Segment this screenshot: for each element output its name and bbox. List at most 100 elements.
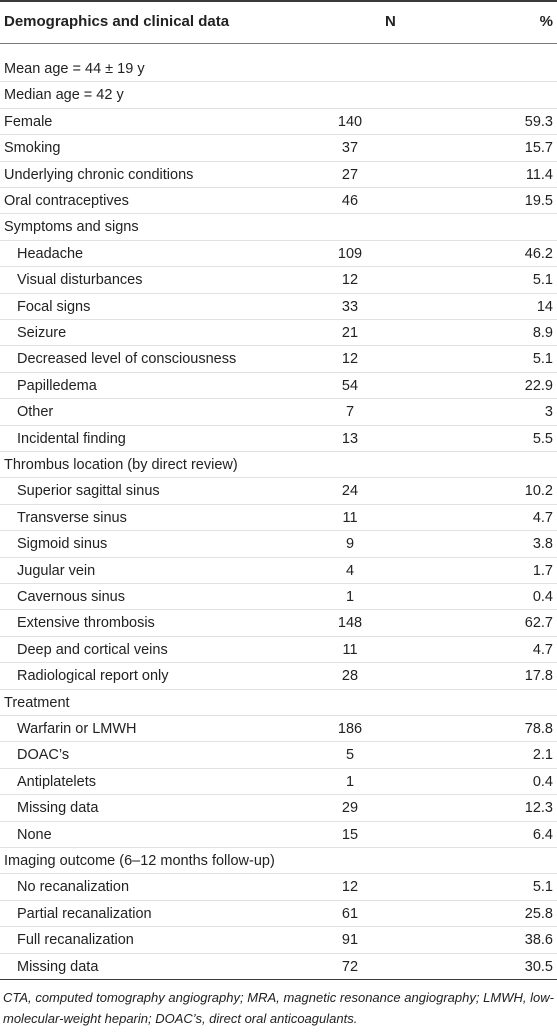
row-n: 1 bbox=[345, 589, 355, 605]
row-label: Mean age = 44 ± 19 y bbox=[4, 61, 145, 77]
row-n: 72 bbox=[341, 958, 359, 975]
row-label: Focal signs bbox=[17, 298, 91, 315]
row-percent: 14 bbox=[536, 298, 553, 315]
row-label: Thrombus location (by direct review) bbox=[4, 457, 238, 473]
row-n: 11 bbox=[342, 641, 358, 658]
row-percent: 11.4 bbox=[525, 166, 553, 183]
header-n: N bbox=[385, 13, 396, 30]
row-n: 4 bbox=[345, 562, 355, 579]
row-n: 29 bbox=[341, 800, 359, 817]
row-n: 11 bbox=[342, 509, 358, 526]
row-label: Visual disturbances bbox=[17, 272, 143, 289]
row-label: Antiplatelets bbox=[17, 773, 96, 790]
row-n: 1 bbox=[345, 773, 355, 790]
row-n: 13 bbox=[341, 430, 359, 447]
table-row: Incidental finding 13 5.5 bbox=[0, 426, 557, 452]
row-label: Superior sagittal sinus bbox=[17, 483, 160, 500]
row-label: Sigmoid sinus bbox=[17, 536, 108, 553]
row-label: Decreased level of consciousness bbox=[17, 351, 237, 368]
row-n: 54 bbox=[341, 377, 359, 394]
row-percent: 46.2 bbox=[524, 245, 553, 262]
row-n: 24 bbox=[341, 483, 359, 500]
row-n: 140 bbox=[337, 113, 363, 130]
row-label: Treatment bbox=[4, 694, 70, 711]
table-row: Headache 109 46.2 bbox=[0, 241, 557, 268]
row-label: No recanalization bbox=[17, 879, 130, 896]
row-percent: 30.5 bbox=[524, 958, 553, 975]
row-n: 15 bbox=[341, 826, 359, 843]
row-label: Smoking bbox=[4, 140, 61, 157]
row-percent: 78.8 bbox=[524, 721, 553, 737]
row-label: Seizure bbox=[17, 325, 67, 341]
row-percent: 12.3 bbox=[524, 800, 553, 817]
row-percent: 4.7 bbox=[532, 641, 553, 658]
header-percent: % bbox=[539, 13, 553, 30]
table-row-section: Treatment bbox=[0, 690, 557, 716]
row-label: Headache bbox=[17, 245, 84, 262]
table-row-section: Smoking 37 15.7 bbox=[0, 135, 557, 162]
table-row: Transverse sinus 11 4.7 bbox=[0, 505, 557, 532]
row-n: 7 bbox=[345, 404, 355, 421]
table-row: Full recanalization 91 38.6 bbox=[0, 927, 557, 954]
row-percent: 5.1 bbox=[532, 351, 553, 368]
row-n: 109 bbox=[337, 245, 363, 262]
table-row-section: Mean age = 44 ± 19 y bbox=[0, 56, 557, 83]
table-row: Decreased level of consciousness 12 5.1 bbox=[0, 346, 557, 373]
table-row: Focal signs 33 14 bbox=[0, 294, 557, 320]
row-label: Warfarin or LMWH bbox=[17, 721, 137, 737]
table-row: Other 7 3 bbox=[0, 399, 557, 426]
table-row-section: Underlying chronic conditions 27 11.4 bbox=[0, 162, 557, 188]
table-row: None 15 6.4 bbox=[0, 822, 557, 848]
row-n: 46 bbox=[341, 193, 359, 209]
row-n: 9 bbox=[345, 536, 355, 553]
row-percent: 5.1 bbox=[532, 879, 553, 896]
row-percent: 62.7 bbox=[524, 615, 553, 632]
row-n: 21 bbox=[341, 325, 359, 341]
row-label: Jugular vein bbox=[17, 562, 96, 579]
row-label: Cavernous sinus bbox=[17, 589, 125, 605]
table-row: Superior sagittal sinus 24 10.2 bbox=[0, 478, 557, 505]
row-label: DOAC’s bbox=[17, 747, 70, 764]
table-row: Missing data 72 30.5 bbox=[0, 954, 557, 980]
table-row-section: Symptoms and signs bbox=[0, 214, 557, 241]
row-n: 148 bbox=[337, 615, 363, 632]
bottom-rule bbox=[0, 979, 557, 980]
row-percent: 15.7 bbox=[524, 140, 553, 157]
row-n: 12 bbox=[341, 272, 359, 289]
row-n: 61 bbox=[341, 905, 359, 922]
table-row-section: Oral contraceptives 46 19.5 bbox=[0, 188, 557, 215]
row-label: Radiological report only bbox=[17, 668, 169, 685]
row-percent: 3.8 bbox=[532, 536, 553, 553]
table-row: Seizure 21 8.9 bbox=[0, 320, 557, 347]
table-row: Antiplatelets 1 0.4 bbox=[0, 769, 557, 796]
row-percent: 4.7 bbox=[532, 509, 553, 526]
table-row: Deep and cortical veins 11 4.7 bbox=[0, 637, 557, 664]
table-row: Warfarin or LMWH 186 78.8 bbox=[0, 716, 557, 743]
row-label: Other bbox=[17, 404, 54, 421]
row-label: Incidental finding bbox=[17, 430, 126, 447]
row-n: 28 bbox=[341, 668, 359, 685]
table-row-section: Female 140 59.3 bbox=[0, 109, 557, 136]
row-label: Deep and cortical veins bbox=[17, 641, 168, 658]
row-percent: 17.8 bbox=[524, 668, 553, 685]
row-percent: 5.1 bbox=[532, 272, 553, 289]
table-row: Jugular vein 4 1.7 bbox=[0, 558, 557, 584]
row-label: Missing data bbox=[17, 800, 99, 817]
table-row-section: Thrombus location (by direct review) bbox=[0, 452, 557, 479]
row-label: Underlying chronic conditions bbox=[4, 166, 194, 183]
table-row-section: Median age = 42 y bbox=[0, 82, 557, 109]
row-percent: 1.7 bbox=[532, 562, 553, 579]
row-label: Symptoms and signs bbox=[4, 219, 139, 236]
row-percent: 22.9 bbox=[524, 377, 553, 394]
row-percent: 5.5 bbox=[532, 430, 553, 447]
row-percent: 10.2 bbox=[524, 483, 553, 500]
row-label: Missing data bbox=[17, 958, 99, 975]
header-label: Demographics and clinical data bbox=[4, 13, 230, 30]
row-percent: 38.6 bbox=[524, 932, 553, 949]
row-percent: 0.4 bbox=[532, 589, 553, 605]
table-row: No recanalization 12 5.1 bbox=[0, 874, 557, 901]
table-row: Extensive thrombosis 148 62.7 bbox=[0, 610, 557, 637]
row-percent: 8.9 bbox=[532, 325, 553, 341]
row-percent: 2.1 bbox=[532, 747, 553, 764]
row-n: 37 bbox=[341, 140, 359, 157]
